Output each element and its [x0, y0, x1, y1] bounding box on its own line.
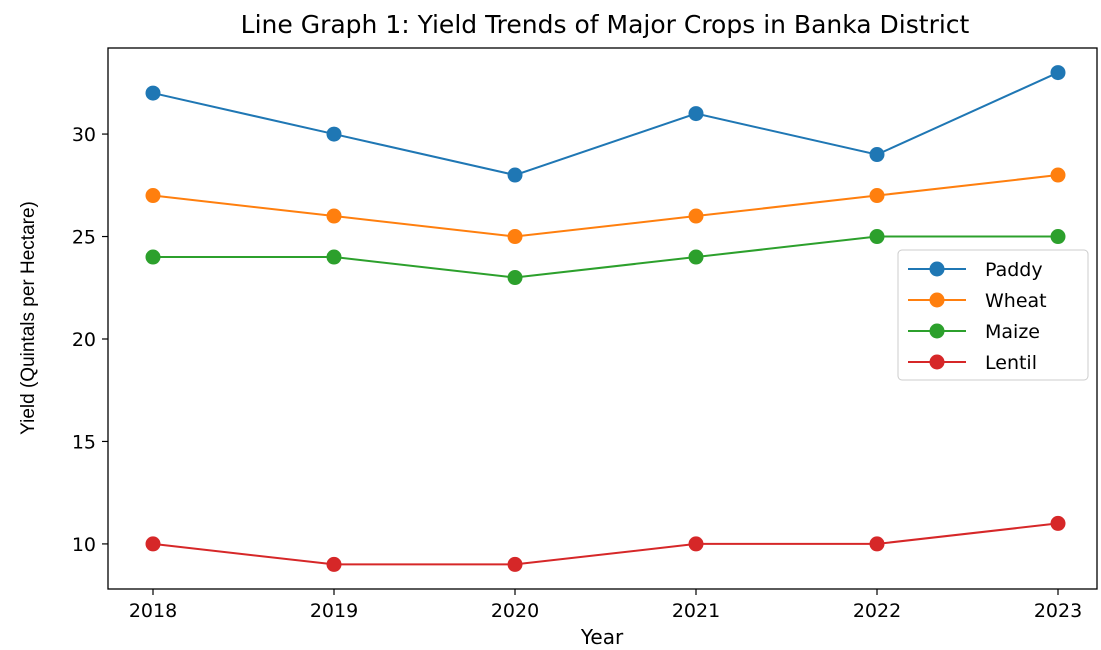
legend-marker-wheat [929, 292, 945, 308]
data-point-paddy [326, 126, 342, 142]
data-point-maize [507, 270, 523, 286]
data-point-wheat [507, 229, 523, 245]
data-point-lentil [326, 556, 342, 572]
y-axis-label: Yield (Quintals per Hectare) [18, 201, 39, 435]
y-axis: 10 15 20 25 30 [72, 124, 108, 556]
data-point-paddy [869, 147, 885, 163]
data-point-wheat [869, 188, 885, 204]
data-point-wheat [1050, 167, 1066, 183]
data-point-lentil [1050, 515, 1066, 531]
data-point-paddy [1050, 65, 1066, 81]
y-tick-label: 10 [72, 534, 96, 556]
legend-marker-paddy [929, 261, 945, 277]
x-tick-label: 2019 [310, 600, 358, 622]
y-tick-label: 25 [72, 227, 96, 249]
x-axis: 2018 2019 2020 2021 2022 2023 [129, 589, 1082, 622]
y-tick-label: 30 [72, 124, 96, 146]
data-point-lentil [688, 536, 704, 552]
data-point-maize [1050, 229, 1066, 245]
x-tick-label: 2021 [672, 600, 720, 622]
series-line-maize [153, 235, 1058, 279]
legend-label-maize: Maize [985, 321, 1040, 343]
data-point-maize [869, 229, 885, 245]
y-tick-label: 20 [72, 329, 96, 351]
data-point-maize [326, 249, 342, 265]
data-point-lentil [145, 536, 161, 552]
chart-title: Line Graph 1: Yield Trends of Major Crop… [241, 10, 970, 39]
legend-marker-lentil [929, 354, 945, 370]
series-line-paddy [152, 71, 1059, 177]
x-tick-label: 2022 [853, 600, 901, 622]
legend-label-wheat: Wheat [985, 290, 1047, 312]
x-tick-label: 2023 [1034, 600, 1082, 622]
legend: Paddy Wheat Maize Lentil [897, 249, 1089, 381]
legend-marker-maize [929, 323, 945, 339]
legend-label-lentil: Lentil [985, 352, 1037, 374]
data-point-maize [145, 249, 161, 265]
data-point-wheat [688, 208, 704, 224]
series-line-lentil [152, 522, 1059, 566]
data-point-paddy [145, 85, 161, 101]
x-axis-label: Year [580, 625, 624, 649]
legend-label-paddy: Paddy [985, 259, 1043, 281]
data-point-maize [688, 249, 704, 265]
x-tick-label: 2018 [129, 600, 177, 622]
series-layer [145, 65, 1066, 572]
data-point-wheat [145, 188, 161, 204]
data-point-paddy [507, 167, 523, 183]
data-point-lentil [869, 536, 885, 552]
plot-frame [107, 47, 1098, 590]
y-tick-label: 15 [72, 431, 96, 453]
data-point-paddy [688, 106, 704, 122]
data-point-lentil [507, 556, 523, 572]
data-point-wheat [326, 208, 342, 224]
series-line-wheat [152, 174, 1059, 238]
legend-box [897, 249, 1089, 381]
x-tick-label: 2020 [491, 600, 539, 622]
